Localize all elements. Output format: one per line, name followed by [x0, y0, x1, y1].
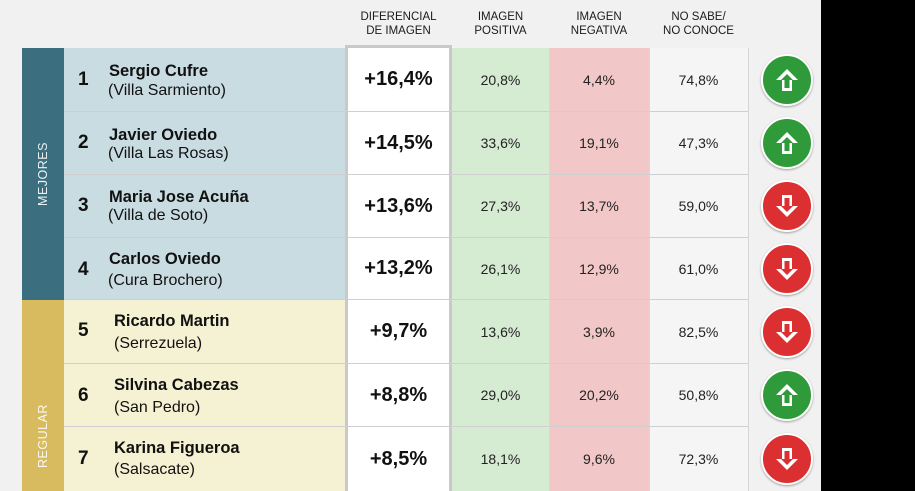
imagen-negativa-value: 12,9% [549, 238, 649, 299]
candidate-town: (San Pedro) [114, 399, 201, 416]
rank-number: 7 [78, 448, 89, 469]
no-sabe-value: 50,8% [649, 364, 748, 426]
column-divider [649, 48, 650, 491]
imagen-positiva-value: 18,1% [452, 427, 549, 491]
candidate-name: Sergio Cufre [109, 62, 209, 80]
diferencial-value: +13,2% [348, 238, 449, 299]
up-arrow-icon [761, 117, 813, 169]
rank-number: 5 [78, 320, 89, 341]
no-sabe-value: 61,0% [649, 238, 748, 299]
candidate-cell: 7 Karina Figueroa (Salsacate) [64, 427, 345, 491]
row-divider [64, 363, 748, 364]
no-sabe-value: 74,8% [649, 48, 748, 111]
header-bar [0, 0, 821, 48]
row-divider [64, 237, 748, 238]
imagen-positiva-value: 27,3% [452, 175, 549, 237]
candidate-name: Silvina Cabezas [114, 376, 239, 394]
candidate-cell: 3 Maria Jose Acuña (Villa de Soto) [64, 175, 345, 237]
header-imagen-positiva: IMAGEN POSITIVA [474, 11, 527, 37]
candidate-cell: 6 Silvina Cabezas (San Pedro) [64, 364, 345, 426]
group-regular-text: REGULAR [36, 404, 50, 468]
imagen-positiva-value: 29,0% [452, 364, 549, 426]
no-sabe-value: 59,0% [649, 175, 748, 237]
imagen-positiva-value: 26,1% [452, 238, 549, 299]
header-imagen-negativa: IMAGEN NEGATIVA [570, 11, 628, 37]
column-divider [748, 48, 749, 491]
imagen-positiva-value: 13,6% [452, 300, 549, 363]
imagen-positiva-value: 33,6% [452, 112, 549, 174]
rank-number: 2 [78, 132, 89, 153]
diferencial-value: +14,5% [348, 112, 449, 174]
diferencial-value: +8,5% [348, 427, 449, 491]
rank-number: 6 [78, 385, 89, 406]
diferencial-value: +16,4% [348, 48, 449, 111]
column-divider [549, 48, 550, 491]
candidate-town: (Villa Las Rosas) [108, 145, 229, 162]
ranking-panel: DIFERENCIAL DE IMAGEN IMAGEN POSITIVA IM… [0, 0, 821, 491]
up-arrow-icon [761, 369, 813, 421]
imagen-negativa-value: 19,1% [549, 112, 649, 174]
no-sabe-value: 72,3% [649, 427, 748, 491]
row-divider [64, 174, 748, 175]
rank-number: 1 [78, 69, 89, 90]
imagen-negativa-value: 4,4% [549, 48, 649, 111]
candidate-cell: 2 Javier Oviedo (Villa Las Rosas) [64, 112, 345, 174]
imagen-positiva-value: 20,8% [452, 48, 549, 111]
group-mejores-text: MEJORES [36, 142, 50, 206]
header-diferencial: DIFERENCIAL DE IMAGEN [360, 11, 437, 37]
candidate-town: (Cura Brochero) [108, 272, 223, 289]
diferencial-value: +13,6% [348, 175, 449, 237]
candidate-cell: 4 Carlos Oviedo (Cura Brochero) [64, 238, 345, 299]
imagen-negativa-value: 20,2% [549, 364, 649, 426]
imagen-negativa-value: 13,7% [549, 175, 649, 237]
no-sabe-value: 82,5% [649, 300, 748, 363]
header-no-sabe: NO SABE/ NO CONOCE [663, 11, 734, 37]
candidate-cell: 5 Ricardo Martin (Serrezuela) [64, 300, 345, 363]
imagen-negativa-value: 9,6% [549, 427, 649, 491]
down-arrow-icon [761, 243, 813, 295]
row-divider [64, 299, 748, 300]
no-sabe-value: 47,3% [649, 112, 748, 174]
diferencial-value: +9,7% [348, 300, 449, 363]
row-divider [64, 111, 748, 112]
candidate-town: (Salsacate) [114, 461, 195, 478]
rank-number: 3 [78, 195, 89, 216]
candidate-name: Ricardo Martin [114, 312, 230, 330]
row-divider [64, 426, 748, 427]
candidate-town: (Villa de Soto) [108, 207, 209, 224]
down-arrow-icon [761, 180, 813, 232]
rank-number: 4 [78, 259, 89, 280]
group-label-regular: REGULAR [22, 300, 64, 491]
down-arrow-icon [761, 306, 813, 358]
candidate-name: Maria Jose Acuña [109, 188, 249, 206]
group-label-mejores: MEJORES [22, 48, 64, 300]
candidate-town: (Villa Sarmiento) [108, 82, 226, 99]
down-arrow-icon [761, 433, 813, 485]
candidate-cell: 1 Sergio Cufre (Villa Sarmiento) [64, 48, 345, 111]
candidate-name: Javier Oviedo [109, 126, 218, 144]
up-arrow-icon [761, 54, 813, 106]
candidate-name: Carlos Oviedo [109, 250, 221, 268]
candidate-town: (Serrezuela) [114, 335, 203, 352]
diferencial-value: +8,8% [348, 364, 449, 426]
candidate-name: Karina Figueroa [114, 439, 240, 457]
imagen-negativa-value: 3,9% [549, 300, 649, 363]
